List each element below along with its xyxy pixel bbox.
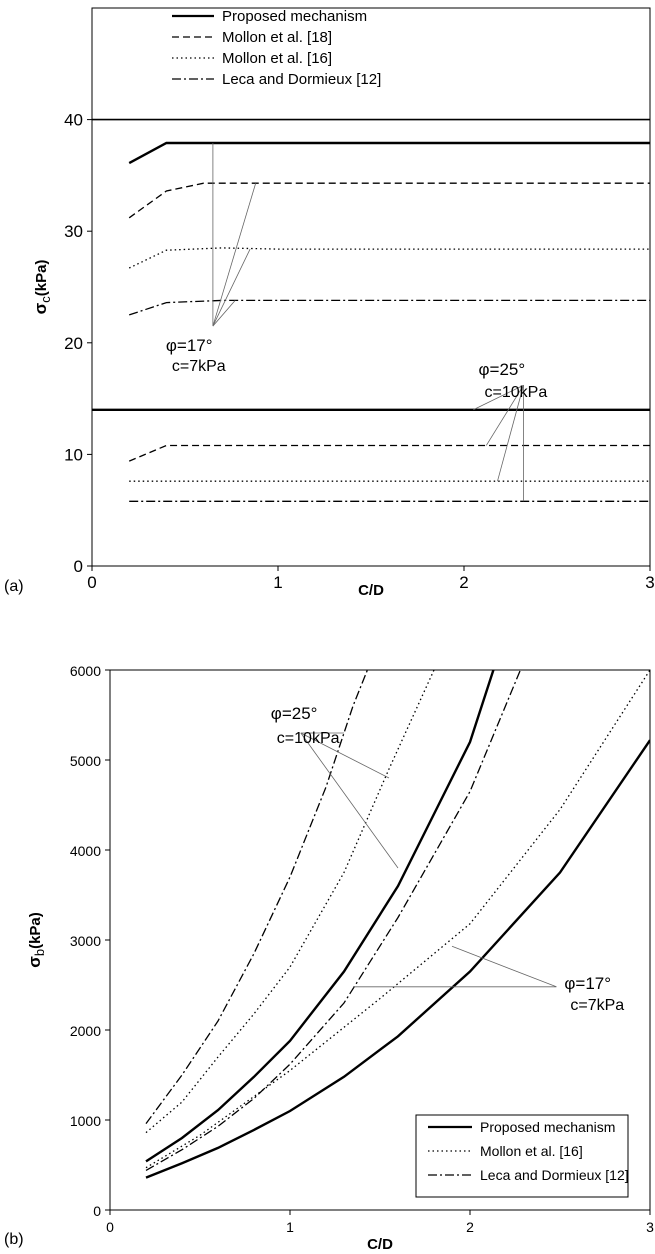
panel-b-y-tick-label: 3000 <box>70 933 101 949</box>
panel-a-series-line-phi17-dotted <box>128 247 650 269</box>
panel-a-series <box>92 118 650 502</box>
panel-b-series-line-phi25-solid <box>145 670 495 1163</box>
panel-a-legend-label: Mollon et al. [16] <box>222 50 332 67</box>
panel-b-x-tick-label: 3 <box>646 1219 654 1235</box>
panel-b-annotation-phi-label: φ=17° <box>564 974 611 993</box>
panel-a-series-line-phi25-dashed <box>128 444 650 462</box>
panel-a-y-tick-label: 30 <box>64 222 83 241</box>
panel-a-y-tick-label: 40 <box>64 111 83 130</box>
panel-a-legend-label: Leca and Dormieux [12] <box>222 71 381 88</box>
panel-b-series-line-phi17-solid <box>145 739 650 1179</box>
panel-b-series-line-phi17-dotted <box>145 670 650 1169</box>
panel-a-legend-label: Proposed mechanism <box>222 8 367 25</box>
panel-a-annotation-leader <box>212 300 236 327</box>
panel-b-annotations: φ=25° c=10kPa φ=17° c=7kPa <box>271 704 625 1014</box>
panel-a-x-tick-label: 0 <box>87 573 96 592</box>
panel-a-legend-label: Mollon et al. [18] <box>222 29 332 46</box>
panel-b-series-line-phi25-dashdot <box>145 670 369 1124</box>
panel-a-annotation-leader <box>473 384 524 411</box>
panel-a-annotations: φ=17° c=7kPa φ=25° c=10kPa <box>166 143 548 502</box>
panel-b-x-tick-label: 0 <box>106 1219 114 1235</box>
panel-a-label: (a) <box>4 578 24 595</box>
panel-b-y-tick-label: 2000 <box>70 1023 101 1039</box>
panel-b-legend-label: Mollon et al. [16] <box>480 1143 583 1159</box>
panel-a-series-line-phi17-solid <box>128 141 650 165</box>
panel-b-legend-label: Proposed mechanism <box>480 1119 615 1135</box>
panel-b-series <box>145 670 650 1179</box>
panel-a-y-axis-label: σc(kPa) <box>31 260 53 315</box>
panel-b-annotation-c-label: c=10kPa <box>277 730 340 747</box>
panel-b-annotation-leader <box>300 732 390 779</box>
panel-a-y-tick-label: 10 <box>64 445 83 464</box>
panel-b-series-line-phi25-dotted <box>145 670 435 1134</box>
panel-b-x-tick-label: 2 <box>466 1219 474 1235</box>
panel-b-x-axis: 0 1 2 3 <box>106 1210 654 1235</box>
panel-b-legend-label: Leca and Dormieux [12] <box>480 1167 629 1183</box>
panel-a-annotation-leader <box>212 183 257 327</box>
panel-b-chart: 0 1000 2000 3000 4000 5000 6000 0 1 2 3 φ=25° c=10… <box>4 663 654 1253</box>
panel-a-annotation-leader <box>497 385 524 482</box>
panel-b-x-axis-label: C/D <box>367 1236 393 1253</box>
panel-b-y-tick-label: 0 <box>93 1203 101 1219</box>
panel-b-y-tick-label: 1000 <box>70 1113 101 1129</box>
panel-a-y-tick-label: 20 <box>64 334 83 353</box>
panel-a-annotation-leader <box>485 384 524 446</box>
panel-a-plot-frame <box>91 7 651 567</box>
panel-a-annotation-phi-label: φ=17° <box>166 336 213 355</box>
panel-b-y-tick-label: 5000 <box>70 753 101 769</box>
panel-a-x-axis: 0 1 2 3 <box>87 566 655 592</box>
panel-a-y-tick-label: 0 <box>74 557 83 576</box>
panel-b-annotation-leader <box>300 732 399 869</box>
panel-a-x-tick-label: 2 <box>459 573 468 592</box>
panel-b-legend: Proposed mechanism Mollon et al. [16] Leca… <box>415 1114 629 1198</box>
panel-b-annotation-leader <box>451 945 557 988</box>
panel-b-annotation-c-label: c=7kPa <box>570 997 624 1014</box>
panel-a-annotation-c-label: c=7kPa <box>172 358 226 375</box>
panel-b-series-line-phi17-dashdot <box>145 670 522 1171</box>
panel-b-label: (b) <box>4 1231 24 1248</box>
panel-b-annotation-phi-label: φ=25° <box>271 704 318 723</box>
panel-a-annotation-leader <box>212 248 251 327</box>
panel-b-y-tick-label: 6000 <box>70 663 101 679</box>
panel-a-y-axis: 0 10 20 30 40 <box>64 111 92 576</box>
panel-a-legend: Proposed mechanism Mollon et al. [18] Moll… <box>172 8 381 88</box>
panel-a-x-axis-label: C/D <box>358 582 384 599</box>
panel-a-annotation-phi-label: φ=25° <box>479 360 526 379</box>
panel-b-x-tick-label: 1 <box>286 1219 294 1235</box>
panel-b-legend-box <box>415 1114 629 1198</box>
panel-b-y-axis-label: σb(kPa) <box>25 912 47 968</box>
panel-a-series-line-phi17-dashed <box>128 182 650 219</box>
panel-b-y-tick-label: 4000 <box>70 843 101 859</box>
panel-b-y-axis: 0 1000 2000 3000 4000 5000 6000 <box>70 663 110 1219</box>
panel-a-chart: 0 10 20 30 40 0 1 2 3 φ=17° c=7kPa φ=25° c=10kPa P… <box>4 7 655 599</box>
panel-a-annotation-c-label: c=10kPa <box>485 384 548 401</box>
panel-a-series-line-phi17-dashdot <box>128 299 650 316</box>
panel-a-x-tick-label: 1 <box>273 573 282 592</box>
panel-a-x-tick-label: 3 <box>645 573 654 592</box>
